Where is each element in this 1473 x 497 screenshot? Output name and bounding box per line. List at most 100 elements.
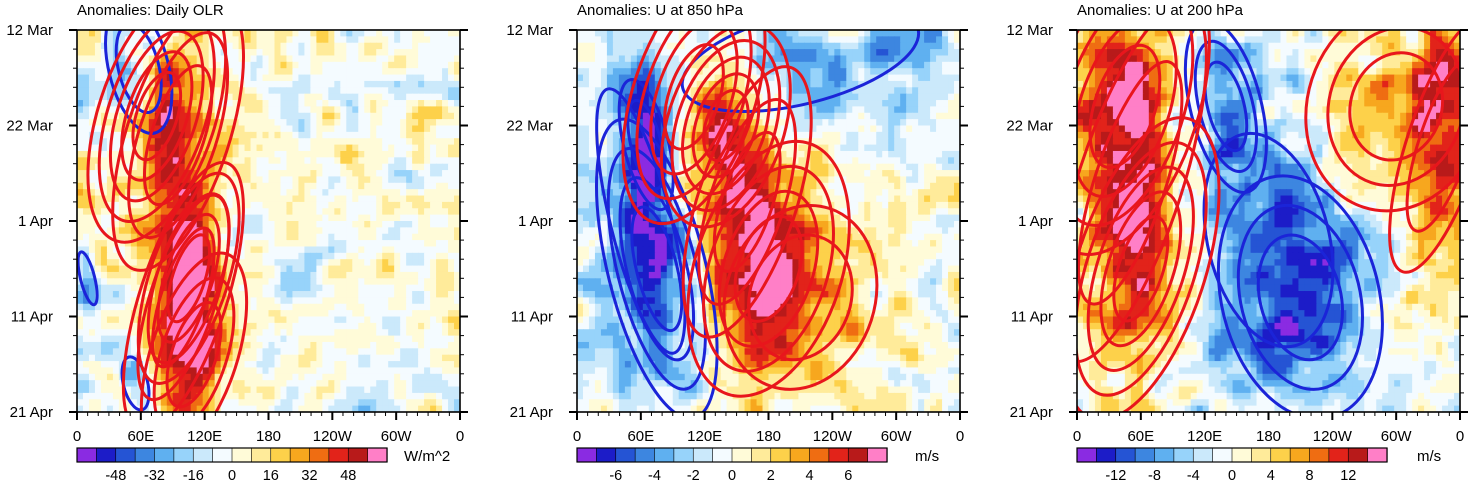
- heat-cell: [160, 291, 168, 298]
- heat-cell: [412, 138, 419, 146]
- heat-cell: [376, 55, 383, 63]
- heat-cell: [708, 49, 716, 57]
- heat-cell: [400, 361, 407, 369]
- heat-cell: [190, 144, 198, 152]
- heat-cell: [220, 176, 228, 184]
- heat-cell: [268, 125, 276, 133]
- heat-cell: [124, 240, 132, 248]
- heat-cell: [382, 373, 389, 381]
- heat-cell: [77, 87, 84, 95]
- heat-cell: [328, 131, 335, 139]
- heat-cell: [364, 316, 371, 324]
- heat-cell: [82, 157, 90, 165]
- heat-cell: [142, 42, 150, 50]
- heat-cell: [202, 221, 210, 228]
- heat-cell: [394, 74, 401, 82]
- heat-cell: [238, 259, 246, 267]
- heat-cell: [822, 61, 829, 69]
- heat-cell: [298, 36, 305, 44]
- heat-cell: [618, 68, 626, 76]
- heat-cell: [154, 278, 162, 286]
- colorbar-swatch: [251, 447, 272, 463]
- heat-cell: [88, 380, 96, 388]
- heat-cell: [412, 49, 419, 57]
- heat-cell: [142, 297, 150, 305]
- heat-cell: [400, 284, 407, 292]
- heat-cell: [130, 36, 138, 44]
- heat-cell: [328, 150, 335, 158]
- heat-cell: [358, 259, 365, 267]
- heat-cell: [870, 68, 877, 76]
- heat-cell: [328, 221, 335, 228]
- heat-cell: [358, 87, 365, 95]
- heat-cell: [232, 138, 240, 146]
- heat-cell: [780, 36, 788, 44]
- heat-cell: [280, 125, 288, 133]
- colorbar-swatch: [309, 447, 330, 463]
- heat-cell: [232, 297, 240, 305]
- heat-cell: [334, 284, 341, 292]
- heat-cell: [322, 163, 329, 171]
- heat-cell: [876, 68, 883, 76]
- heat-cell: [226, 322, 234, 330]
- heat-cell: [858, 74, 865, 82]
- heat-cell: [436, 303, 443, 311]
- heat-cell: [810, 61, 817, 69]
- heat-cell: [82, 373, 90, 381]
- heat-cell: [370, 144, 377, 152]
- heat-cell: [346, 278, 353, 286]
- heat-cell: [286, 361, 294, 369]
- heat-cell: [214, 61, 222, 69]
- heat-cell: [82, 399, 90, 407]
- heat-cell: [280, 163, 288, 171]
- heat-cell: [768, 100, 776, 107]
- heat-cell: [918, 106, 925, 114]
- heat-cell: [322, 291, 329, 298]
- heat-cell: [448, 189, 455, 197]
- heat-cell: [370, 195, 377, 203]
- heat-cell: [94, 373, 102, 381]
- heat-cell: [340, 208, 347, 216]
- heat-cell: [328, 354, 335, 362]
- heat-cell: [394, 361, 401, 369]
- heat-cell: [442, 246, 449, 254]
- heat-cell: [870, 74, 877, 82]
- heat-cell: [82, 150, 90, 158]
- heat-cell: [292, 405, 300, 412]
- heat-cell: [882, 61, 889, 69]
- heat-cell: [376, 265, 383, 273]
- heat-cell: [250, 163, 258, 171]
- heat-cell: [352, 68, 359, 76]
- heat-cell: [412, 233, 419, 241]
- heat-cell: [256, 278, 264, 286]
- heat-cell: [370, 310, 377, 318]
- heat-cell: [256, 150, 264, 158]
- heat-cell: [442, 214, 449, 222]
- heat-cell: [82, 214, 90, 222]
- heat-cell: [352, 367, 359, 375]
- heat-cell: [328, 284, 335, 292]
- heat-cell: [424, 87, 431, 95]
- heat-cell: [864, 112, 871, 120]
- heat-cell: [304, 335, 311, 343]
- heat-cell: [304, 68, 311, 76]
- heat-cell: [418, 361, 425, 369]
- heat-cell: [846, 74, 853, 82]
- heat-cell: [304, 87, 311, 95]
- heat-cell: [424, 125, 431, 133]
- heat-cell: [756, 68, 764, 76]
- heat-cell: [870, 106, 877, 114]
- heat-cell: [280, 246, 288, 254]
- heat-cell: [178, 112, 186, 120]
- heat-cell: [346, 42, 353, 50]
- heat-cell: [148, 303, 156, 311]
- heat-cell: [82, 322, 90, 330]
- heat-cell: [238, 354, 246, 362]
- heat-cell: [77, 341, 84, 349]
- heat-cell: [178, 138, 186, 146]
- heat-cell: [202, 259, 210, 267]
- heat-cell: [388, 380, 395, 388]
- heat-cell: [226, 182, 234, 190]
- heat-cell: [400, 195, 407, 203]
- heat-cell: [298, 380, 305, 388]
